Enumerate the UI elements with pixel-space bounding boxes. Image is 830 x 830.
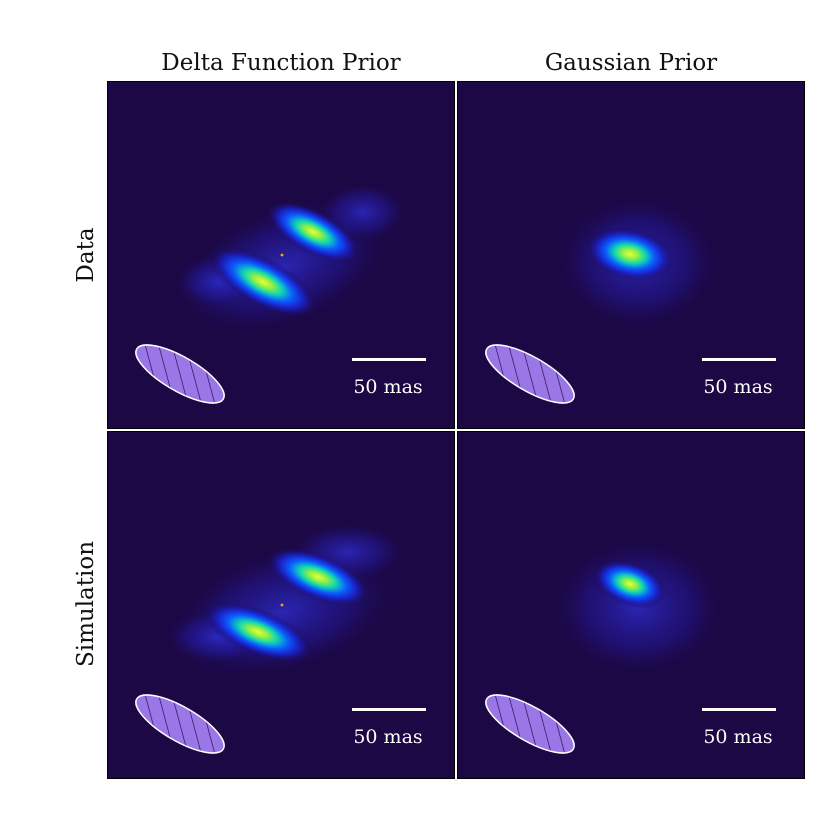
emission-blob <box>585 226 675 282</box>
image-grid: 50 mas 50 mas 50 mas 5 <box>107 81 805 779</box>
scale-label: 50 mas <box>353 726 423 748</box>
beam-ellipse-icon <box>135 694 225 754</box>
emission-blob-lower <box>203 601 313 663</box>
row-title-data: Data <box>73 227 99 283</box>
center-marker-icon <box>280 253 284 257</box>
image-simulation-delta <box>135 522 408 754</box>
scale-label: 50 mas <box>353 376 423 398</box>
center-marker-icon <box>280 603 284 607</box>
column-title-delta-function-prior: Delta Function Prior <box>161 50 401 76</box>
scale-bar <box>352 708 426 711</box>
beam-ellipse-icon <box>135 344 225 404</box>
scale-label: 50 mas <box>703 726 773 748</box>
emission-blob-upper <box>266 547 370 607</box>
scale-bar <box>702 708 776 711</box>
panel-simulation-delta: 50 mas <box>107 431 455 779</box>
emission-blob <box>593 559 667 609</box>
image-data-delta <box>135 182 408 404</box>
row-title-simulation: Simulation <box>73 540 99 668</box>
panel-data-delta: 50 mas <box>107 81 455 429</box>
beam-ellipse-icon <box>485 694 575 754</box>
column-title-gaussian-prior: Gaussian Prior <box>544 50 718 76</box>
panel-data-gaussian: 50 mas <box>457 81 805 429</box>
emission-blob-lower <box>208 246 318 318</box>
emission-blob-upper <box>265 200 361 264</box>
image-simulation-gaussian <box>485 535 728 754</box>
scale-bar <box>702 358 776 361</box>
panel-simulation-gaussian: 50 mas <box>457 431 805 779</box>
beam-ellipse-icon <box>485 344 575 404</box>
image-data-gaussian <box>485 192 723 404</box>
scale-label: 50 mas <box>703 376 773 398</box>
scale-bar <box>352 358 426 361</box>
